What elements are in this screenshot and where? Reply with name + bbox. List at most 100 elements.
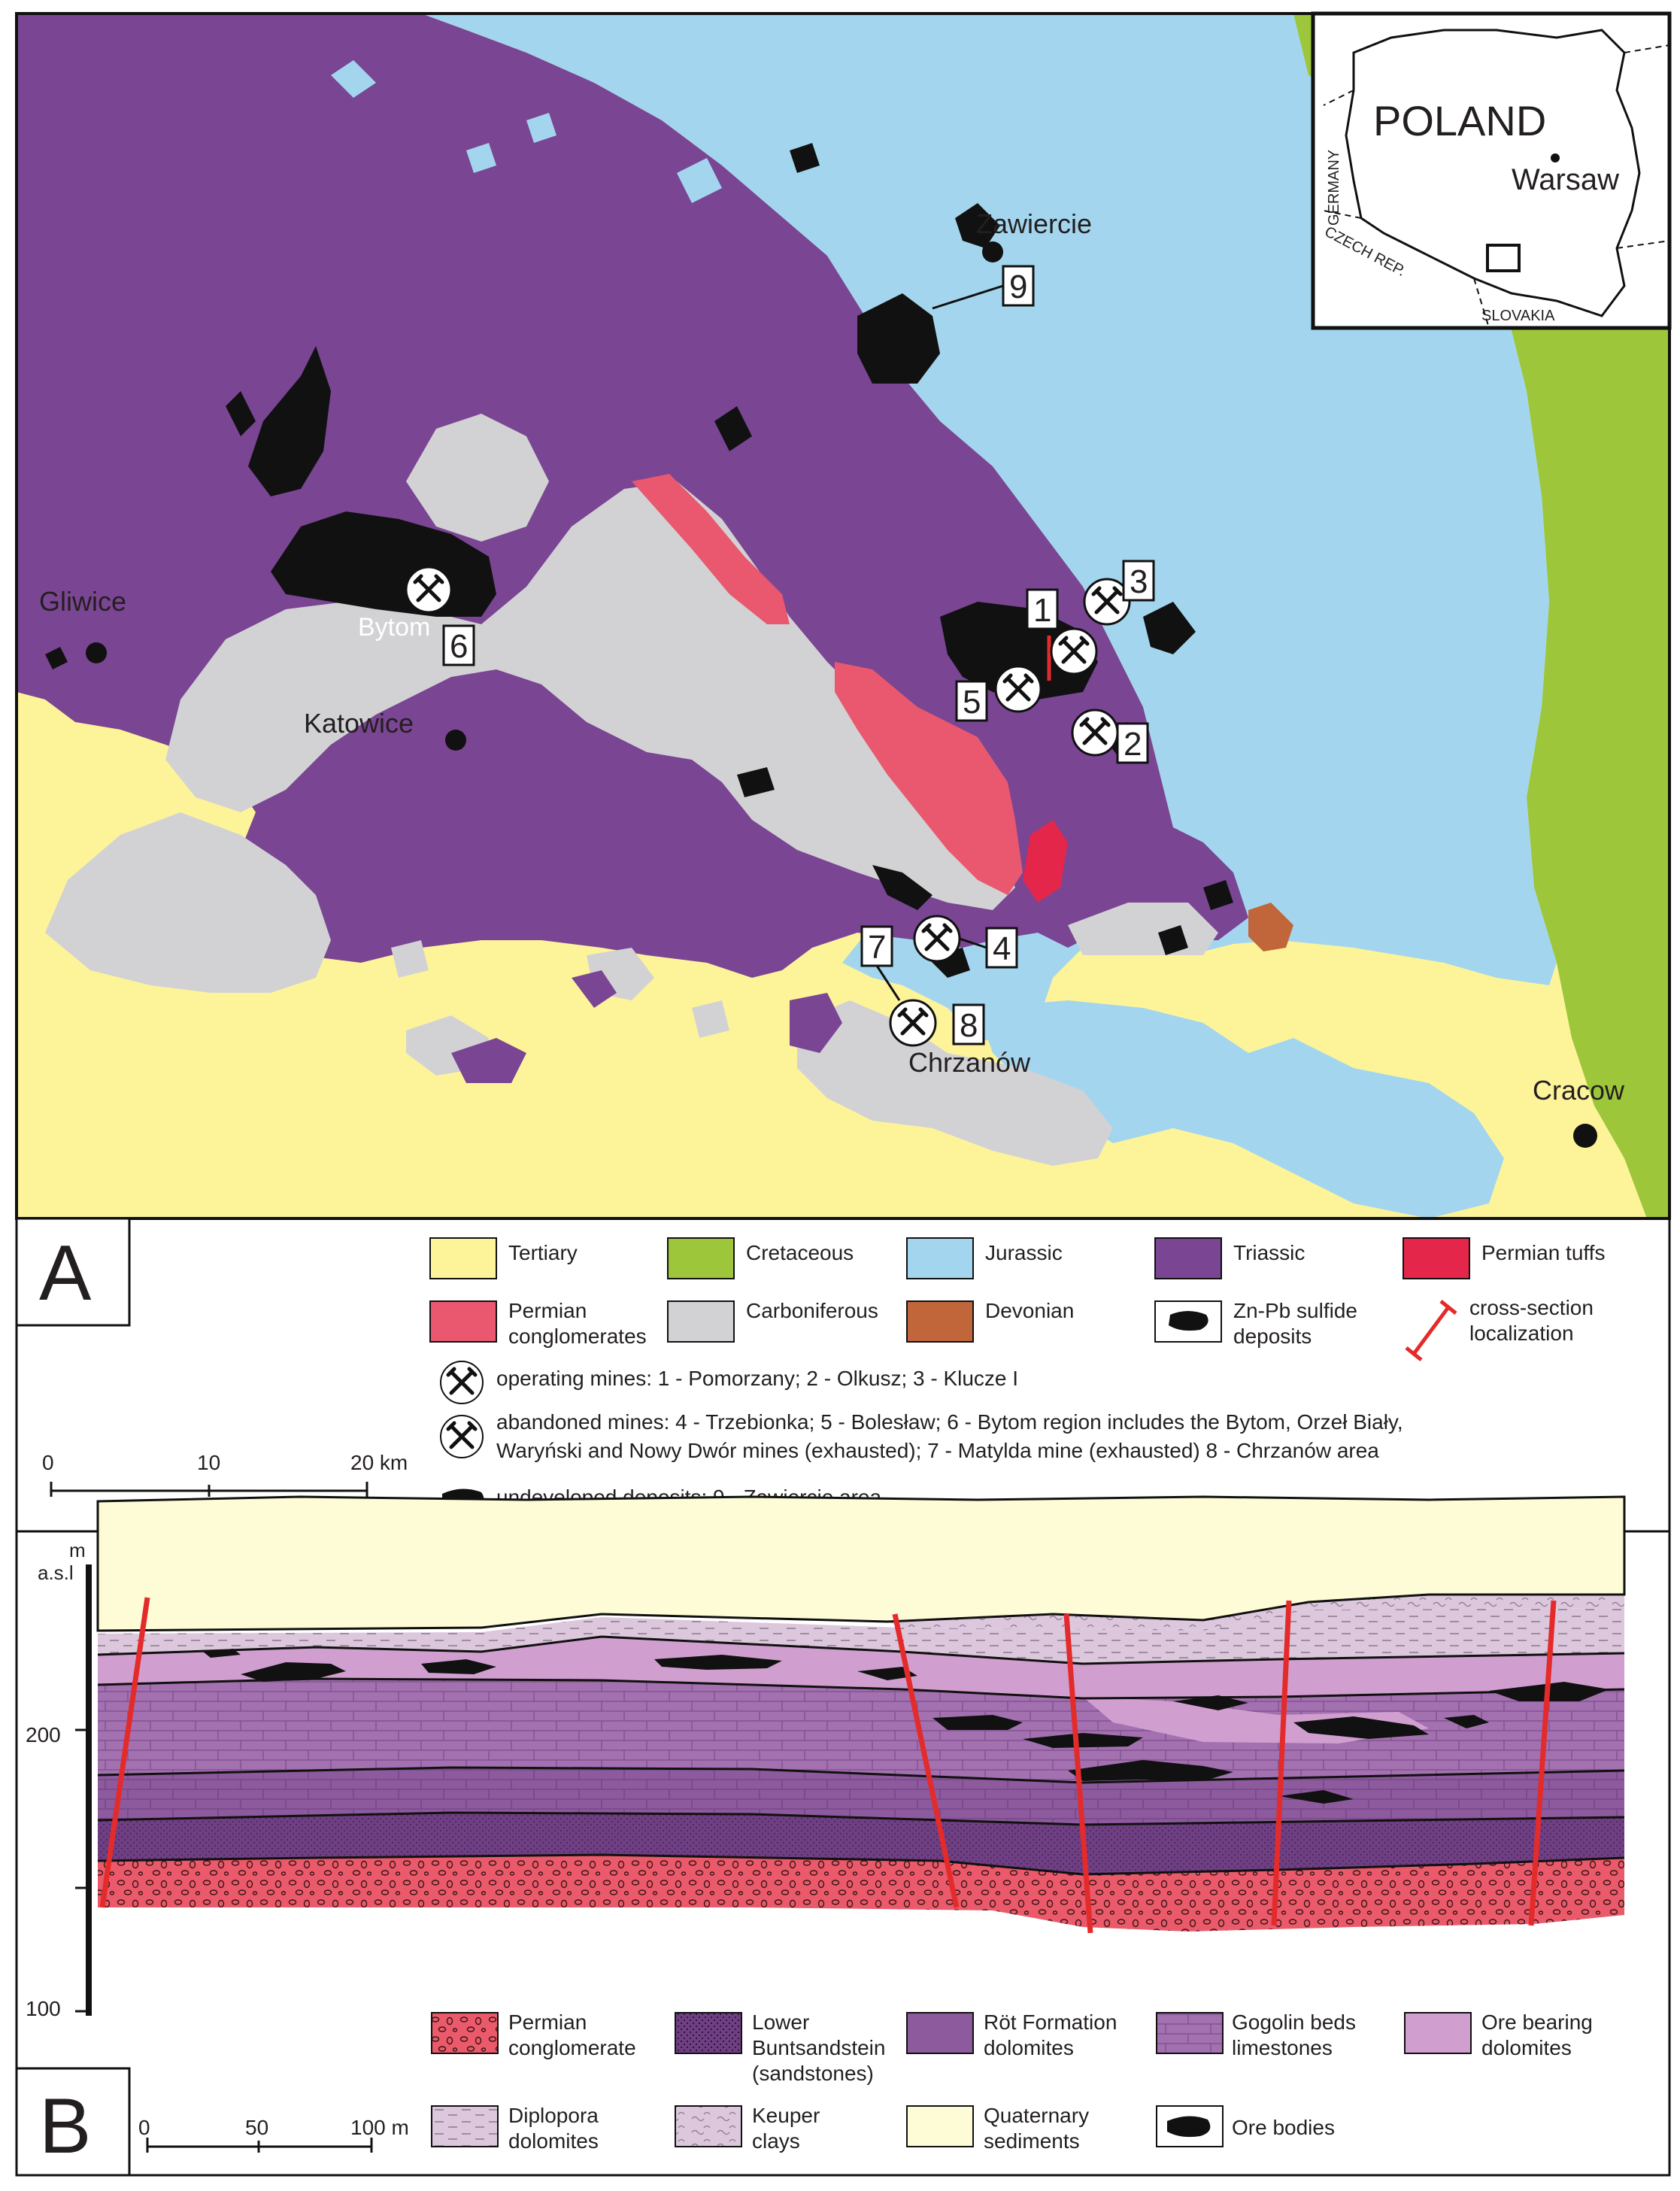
site-box-6 bbox=[442, 624, 475, 666]
section-legend-1a: Lower bbox=[752, 2010, 809, 2034]
jurassic-area bbox=[421, 14, 1557, 1045]
section-legend-7a: Quaternary bbox=[984, 2104, 1089, 2127]
panel-b-label-box bbox=[15, 2067, 131, 2177]
faults bbox=[99, 1597, 1557, 1934]
carboniferous-south bbox=[797, 1000, 1113, 1166]
legend-label-cross-section-1: cross-section bbox=[1469, 1296, 1594, 1319]
section-legend-swatches bbox=[431, 2012, 1472, 2147]
legend-mine-icons bbox=[440, 1361, 484, 1509]
legend-swatch-triassic bbox=[1154, 1237, 1222, 1279]
site-number-boxes bbox=[442, 265, 1155, 1045]
map-scale-tick-20: 20 km bbox=[350, 1451, 408, 1474]
section-legend-3b: limestones bbox=[1232, 2036, 1333, 2059]
inset-frame bbox=[1311, 11, 1672, 330]
section-legend-2a: Röt Formation bbox=[984, 2010, 1117, 2034]
gliwice-dot bbox=[86, 642, 107, 663]
axis-unit-asl: a.s.l bbox=[38, 1561, 74, 1584]
legend-swatch-jurassic bbox=[906, 1237, 974, 1279]
legend-ore-blob bbox=[1169, 1311, 1208, 1331]
legend-operating-mines: operating mines: 1 - Pomorzany; 2 - Olku… bbox=[496, 1367, 1018, 1390]
legend-label-permian-conglomerates-2: conglomerates bbox=[508, 1325, 647, 1348]
operating-pickaxe-icon bbox=[446, 1367, 478, 1395]
swatch-ore-bodies-blob bbox=[1167, 2116, 1211, 2138]
legend-label-zn-pb-1: Zn-Pb sulfide bbox=[1233, 1299, 1357, 1322]
legend-swatch-carboniferous bbox=[667, 1300, 735, 1343]
city-label-cracow: Cracow bbox=[1533, 1075, 1625, 1106]
site-box-7 bbox=[860, 925, 893, 967]
site-number-7: 7 bbox=[868, 929, 886, 966]
section-legend-1c: (sandstones) bbox=[752, 2062, 874, 2085]
section-legend-0a: Permian bbox=[508, 2010, 587, 2034]
section-legend-3a: Gogolin beds bbox=[1232, 2010, 1356, 2034]
swatch-keuper-pattern bbox=[675, 2105, 742, 2147]
city-label-chrzanow: Chrzanów bbox=[908, 1047, 1031, 1078]
inset-neighbor-germany: GERMANY bbox=[1326, 150, 1342, 226]
site-number-3: 3 bbox=[1130, 563, 1148, 600]
legend-abandoned-mines-1: abandoned mines: 4 - Trzebionka; 5 - Bol… bbox=[496, 1410, 1403, 1434]
devonian-area bbox=[1248, 903, 1293, 951]
panel-a-label: A bbox=[39, 1230, 92, 1317]
abandoned-pickaxe-icon bbox=[446, 1421, 478, 1449]
section-legend-4a: Ore bearing bbox=[1481, 2010, 1593, 2034]
swatch-ore-bearing bbox=[1404, 2012, 1472, 2054]
legend-label-zn-pb-2: deposits bbox=[1233, 1325, 1312, 1348]
swatch-gogolin-pattern bbox=[1156, 2012, 1224, 2054]
inset-capital-label: Warsaw bbox=[1512, 163, 1619, 196]
map-scale-tick-10: 10 bbox=[197, 1451, 220, 1474]
elevation-ticks bbox=[75, 1728, 89, 2013]
legend-swatch-tertiary bbox=[429, 1237, 497, 1279]
section-legend-0b: conglomerate bbox=[508, 2036, 636, 2059]
jurassic-outliers bbox=[331, 60, 812, 203]
site-number-8: 8 bbox=[960, 1007, 978, 1044]
site-number-1: 1 bbox=[1033, 592, 1051, 629]
legend-label-cross-section-2: localization bbox=[1469, 1322, 1574, 1345]
site-number-2: 2 bbox=[1124, 726, 1142, 763]
carboniferous-sw-islands bbox=[391, 940, 729, 1076]
section-legend-7b: sediments bbox=[984, 2129, 1080, 2153]
legend-label-jurassic: Jurassic bbox=[985, 1241, 1063, 1264]
swatch-rot-formation bbox=[906, 2012, 974, 2054]
legend-label-tertiary: Tertiary bbox=[508, 1241, 578, 1264]
city-markers bbox=[86, 241, 1597, 1148]
inset-neighbor-slovakia: SLOVAKIA bbox=[1481, 308, 1555, 324]
cross-section: m a.s.l 200 100 S N bbox=[15, 1482, 1626, 2177]
triassic-south-islands bbox=[451, 970, 842, 1083]
swatch-permian-conglomerate-pattern bbox=[431, 2012, 499, 2054]
site-number-5: 5 bbox=[963, 684, 981, 721]
site-box-5 bbox=[955, 680, 988, 722]
neighbor-borders bbox=[1323, 44, 1670, 329]
legend-swatch-permian-conglomerates bbox=[429, 1300, 497, 1343]
section-legend-4b: dolomites bbox=[1481, 2036, 1572, 2059]
panel-a-legend-area: A Tertiary Cretaceous Jurassic Triassic … bbox=[15, 1217, 1605, 1509]
legend-label-triassic: Triassic bbox=[1233, 1241, 1305, 1264]
map-scale-bar bbox=[50, 1482, 368, 1497]
swatch-quaternary bbox=[906, 2105, 974, 2147]
carboniferous-north bbox=[406, 414, 549, 542]
zn-pb-deposits bbox=[45, 143, 1233, 978]
section-scale-bar bbox=[146, 2138, 373, 2153]
site-number-6: 6 bbox=[450, 628, 468, 665]
legend-label-permian-tuffs: Permian tuffs bbox=[1481, 1241, 1605, 1264]
diplopora-pattern bbox=[98, 1608, 1624, 1664]
city-label-bytom: Bytom bbox=[358, 613, 430, 642]
figure-border bbox=[15, 12, 1671, 2177]
city-label-gliwice: Gliwice bbox=[39, 586, 126, 617]
section-legend-5b: dolomites bbox=[508, 2129, 599, 2153]
site-box-4 bbox=[985, 927, 1018, 969]
section-scale-tick-0: 0 bbox=[138, 2116, 150, 2139]
site-number-4: 4 bbox=[993, 930, 1011, 967]
site-number-leaders bbox=[875, 284, 1004, 1001]
section-legend-6b: clays bbox=[752, 2129, 800, 2153]
legend-swatch-devonian bbox=[906, 1300, 974, 1343]
panel-a-label-box bbox=[15, 1217, 131, 1327]
site-number-9: 9 bbox=[1009, 269, 1027, 305]
legend-label-permian-conglomerates-1: Permian bbox=[508, 1299, 587, 1322]
carboniferous-main bbox=[165, 481, 1015, 910]
legend-label-devonian: Devonian bbox=[985, 1299, 1074, 1322]
city-label-katowice: Katowice bbox=[304, 708, 414, 739]
site-box-3 bbox=[1122, 560, 1155, 602]
mine-pickaxes bbox=[413, 574, 1123, 1036]
legend-label-cretaceous: Cretaceous bbox=[746, 1241, 854, 1264]
section-legend-1b: Buntsandstein bbox=[752, 2036, 885, 2059]
